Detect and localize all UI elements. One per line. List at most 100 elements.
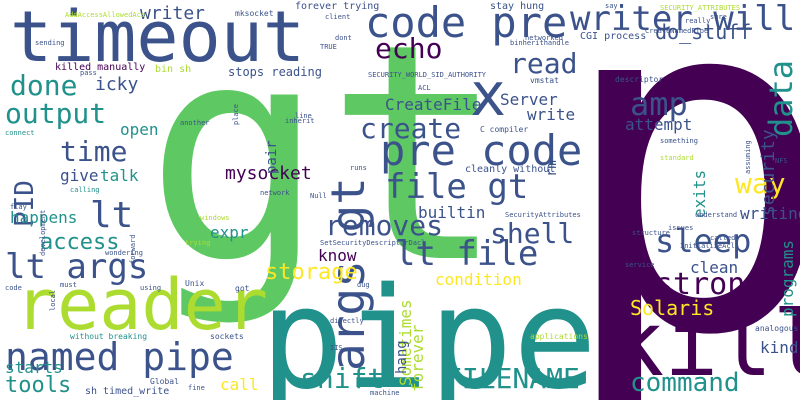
word-file-gt: file gt <box>385 167 529 207</box>
word-without-breaking: without breaking <box>70 332 148 341</box>
word-data: data <box>762 59 800 137</box>
word-programs: programs <box>778 239 797 317</box>
word-mysocket: mysocket <box>225 163 312 184</box>
word-pipe: pipe <box>260 258 598 400</box>
word-create: create <box>360 112 462 145</box>
word-x: x <box>470 60 507 130</box>
word-global: Global <box>150 377 179 386</box>
word-network: network <box>260 189 290 197</box>
word-starts: starts <box>5 358 63 377</box>
word-got: got <box>235 284 250 293</box>
word-hang: hang <box>394 340 410 374</box>
word-writer-will: writer will <box>570 0 796 39</box>
word-another: another <box>180 119 210 127</box>
word-windows: windows <box>200 214 230 222</box>
word-command: command <box>630 368 740 398</box>
word-know: know <box>318 246 357 265</box>
word-issues: issues <box>668 224 694 232</box>
word-nfs: NFS <box>775 157 788 165</box>
word-something: something <box>660 137 698 145</box>
word-attempt: attempt <box>625 115 693 134</box>
word-shell: shell <box>490 217 575 250</box>
word-cleanly-without: cleanly without <box>465 164 556 175</box>
word-using: using <box>140 284 162 292</box>
word-give: give <box>60 166 99 185</box>
word-lt-file: lt file <box>395 234 539 274</box>
word-condition: condition <box>435 270 522 289</box>
word-bin-sh: bin sh <box>155 64 192 75</box>
word-timeout: timeout <box>10 0 306 78</box>
word-kill: kill <box>610 292 800 397</box>
word-code: code <box>5 284 22 292</box>
word-security-world-sid-authority: SECURITY_WORLD_SID_AUTHORITY <box>368 71 487 79</box>
word-time: time <box>60 135 128 168</box>
word-call: call <box>220 375 259 394</box>
word-fine: fine <box>188 384 205 392</box>
word-connect: connect <box>5 129 35 137</box>
word-access: access <box>40 230 120 255</box>
word-networked: networked <box>525 34 563 42</box>
word-null: Null <box>310 192 327 200</box>
word-say: say <box>605 2 618 10</box>
word-c-compiler: C compiler <box>480 125 529 134</box>
word-write: write <box>527 105 576 124</box>
word-p: p <box>555 0 800 400</box>
word-security: security <box>758 129 779 216</box>
word-place: place <box>232 103 240 125</box>
word-code-pre: code pre <box>365 0 568 47</box>
word-setsecuritydescriptordacl: SetSecurityDescriptorDacl <box>320 239 426 247</box>
word-server: Server <box>500 90 558 109</box>
word-calling: calling <box>70 186 100 194</box>
word-security-attributes: SECURITY_ATTRIBUTES <box>660 4 741 12</box>
word-reader: reader <box>15 264 268 346</box>
word-icky: icky <box>95 74 139 95</box>
word-applications: applications <box>530 332 588 341</box>
word-echo: echo <box>375 32 443 65</box>
word-initializeacl: InitializeAcl <box>680 242 735 250</box>
word-unix: Unix <box>185 279 205 288</box>
word-gt: gt <box>145 0 507 329</box>
word-sh-timed-write: sh timed_write <box>85 386 170 397</box>
word-local: local <box>49 289 57 311</box>
word-acl: ACL <box>418 84 431 92</box>
word-tools: tools <box>5 373 72 398</box>
word-iis: IIS <box>330 344 343 352</box>
word-service: service <box>625 261 655 269</box>
word-sure: sure <box>710 13 727 21</box>
word-standard: standard <box>660 154 694 162</box>
word-trying: trying <box>185 239 211 247</box>
word-analogous: analogous <box>755 324 799 333</box>
word-output: output <box>5 97 107 130</box>
word-line: line <box>295 112 312 120</box>
word-assuming: assuming <box>744 140 752 174</box>
word-client: client <box>325 13 351 21</box>
word-pair: pair <box>264 140 280 174</box>
word-forever: forever <box>408 324 427 392</box>
word-strong: strong <box>655 267 764 302</box>
word-read: read <box>510 47 578 80</box>
word-done: done <box>10 69 78 102</box>
word-addaccessallowedace: AddAccessAllowedAce <box>65 11 146 19</box>
word-way: way <box>735 167 786 200</box>
word-structure: structure <box>632 229 670 237</box>
word-machine: machine <box>370 389 400 397</box>
word-understand: understand <box>695 211 738 219</box>
word-createfile: CreateFile <box>385 95 482 114</box>
word-pre-code: pre code <box>380 126 583 175</box>
word-removes: removes <box>325 209 444 242</box>
word-stay-hung: stay hung <box>490 1 545 12</box>
word-happens: happens <box>10 208 78 227</box>
word-wondering: wondering <box>105 249 143 257</box>
word-pass: pass <box>80 69 97 77</box>
word-stops-reading: stops reading <box>228 65 322 79</box>
word-vmstat: vmstat <box>530 76 559 85</box>
word-expr: expr <box>210 223 249 242</box>
word-talk: talk <box>100 166 139 185</box>
word-do-stuff: do_stuff <box>655 20 752 44</box>
word-cgi-process: CGI process <box>580 31 647 42</box>
word-writer: writer <box>140 3 206 24</box>
word-clean: clean <box>690 258 739 277</box>
word-sockets: sockets <box>210 332 244 341</box>
word-lt-args: lt args <box>5 247 149 287</box>
